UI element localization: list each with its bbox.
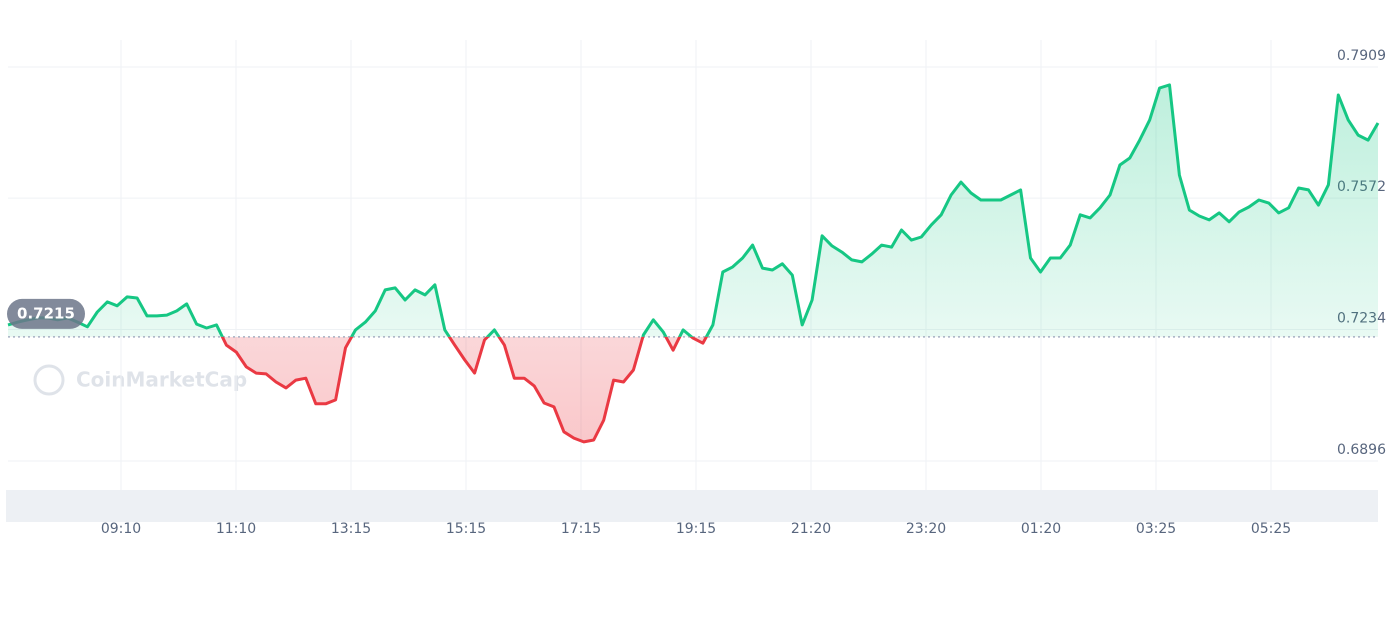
x-tick-label: 21:20 [791,521,831,537]
y-tick-label: 0.6896 [1337,442,1386,458]
x-tick-label: 13:15 [331,521,371,537]
x-tick-label: 23:20 [906,521,946,537]
x-tick-label: 15:15 [446,521,486,537]
volume-band [6,490,1378,522]
x-tick-label: 01:20 [1021,521,1061,537]
reference-label: 0.7215 [17,304,75,322]
price-line-up [7,83,1380,337]
watermark-text: CoinMarketCap [76,368,247,392]
x-tick-label: 17:15 [561,521,601,537]
reference-pill [7,298,85,329]
x-tick-label: 11:10 [216,521,256,537]
x-tick-label: 19:15 [676,521,716,537]
price-line-down [220,336,709,444]
watermark: CoinMarketCap [33,364,247,396]
x-tick-label: 09:10 [101,521,141,537]
x-tick-label: 05:25 [1251,521,1291,537]
area-up [8,84,1378,337]
x-tick-label: 03:25 [1136,521,1176,537]
y-tick-label: 0.7909 [1337,48,1386,64]
